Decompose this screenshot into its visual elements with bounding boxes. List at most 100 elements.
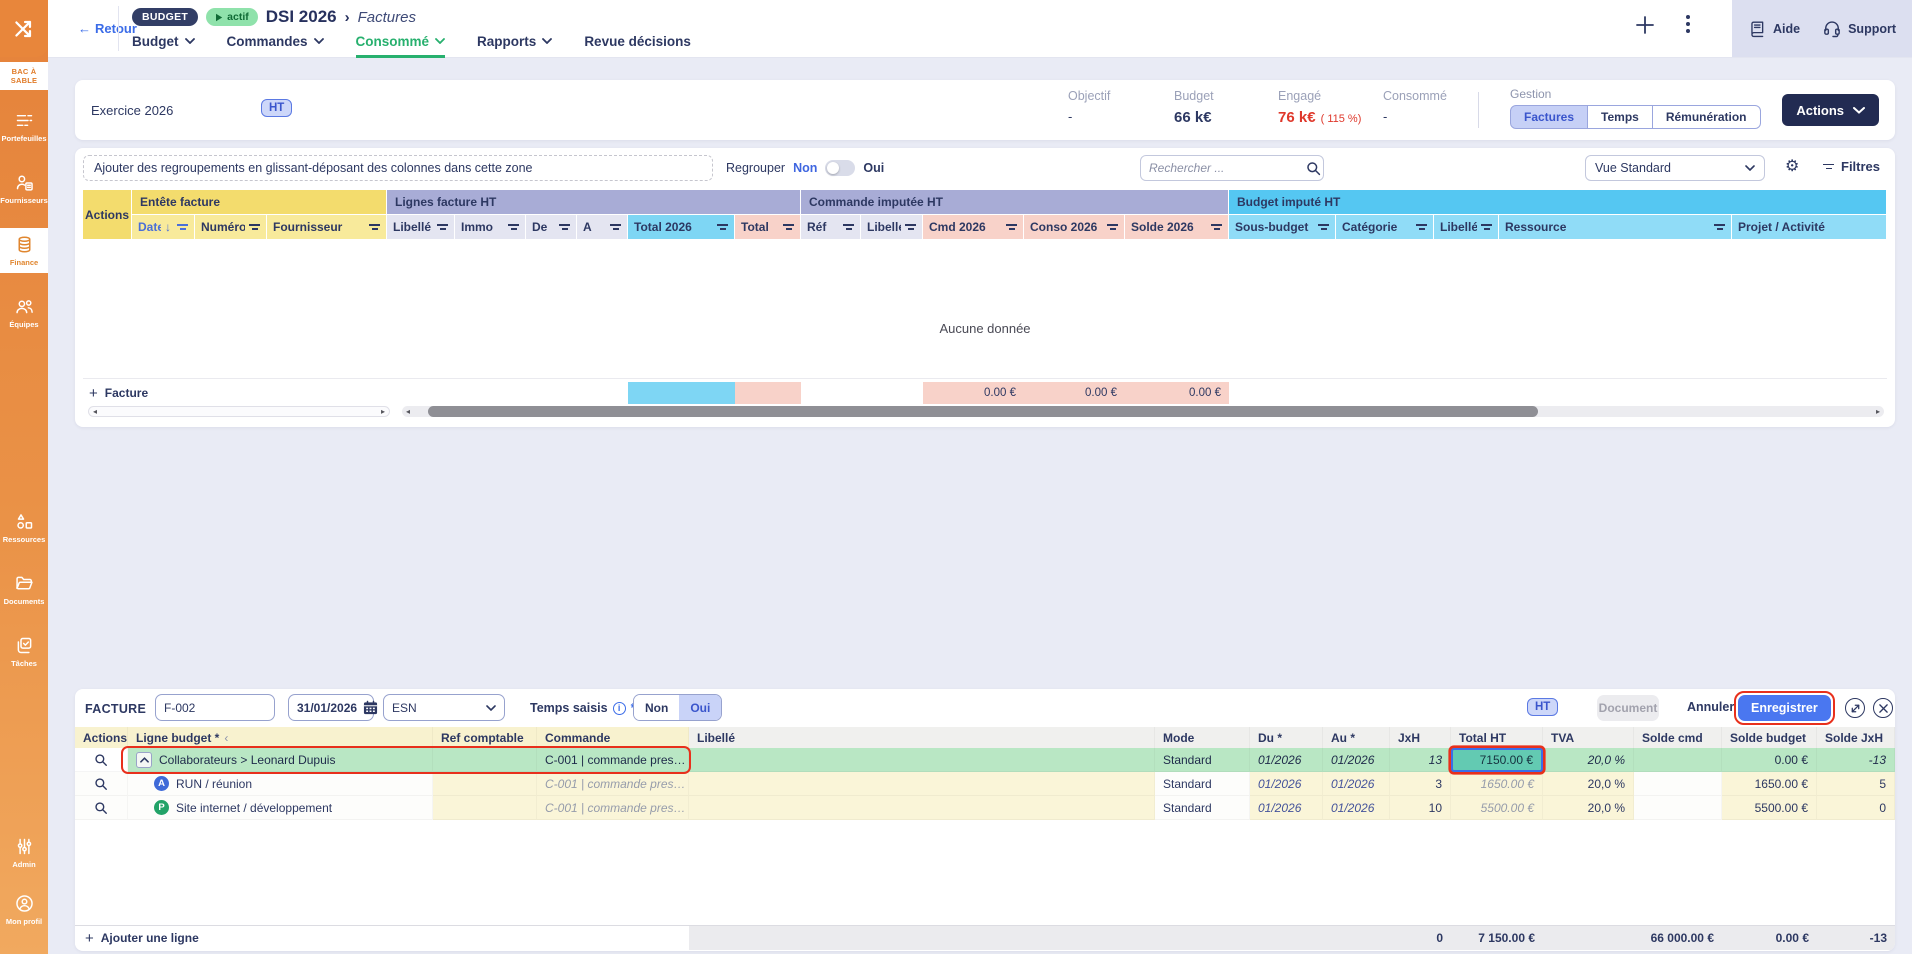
mode-cell[interactable]: Standard xyxy=(1155,796,1250,820)
collapse-column-icon[interactable]: ‹ xyxy=(224,730,229,745)
lines-column-header-mode[interactable]: Mode xyxy=(1155,727,1250,748)
invoice-date-field[interactable]: 31/01/2026 xyxy=(288,694,378,721)
search-input[interactable] xyxy=(1149,161,1306,175)
column-header-projet-activite[interactable]: Projet / Activité xyxy=(1732,215,1887,239)
lines-column-header-ref-comptable[interactable]: Ref comptable xyxy=(433,727,537,748)
supplier-select[interactable]: ESN xyxy=(383,694,505,721)
libelle-cell[interactable] xyxy=(689,796,1155,820)
horizontal-scrollbar[interactable]: ◂ ▸ xyxy=(402,406,1884,417)
filter-icon[interactable] xyxy=(905,223,916,231)
tax-badge[interactable]: HT xyxy=(1527,698,1559,716)
column-header-libelle[interactable]: Libellé xyxy=(1434,215,1499,239)
ligne-budget-cell[interactable]: Collaborateurs > Leonard Dupuis xyxy=(128,748,433,772)
au-cell[interactable]: 01/2026 xyxy=(1323,772,1390,796)
column-header-a[interactable]: A xyxy=(577,215,628,239)
filters-button[interactable]: Filtres xyxy=(1823,159,1880,174)
column-header-ref[interactable]: Réf xyxy=(801,215,861,239)
close-button[interactable] xyxy=(1873,698,1893,718)
scroll-right-icon[interactable]: ▸ xyxy=(380,407,385,416)
total-ht-cell-annotated[interactable]: 7150.00 € xyxy=(1451,748,1543,772)
app-logo[interactable] xyxy=(0,0,48,57)
tva-cell[interactable]: 20,0 % xyxy=(1543,772,1634,796)
save-button[interactable]: Enregistrer xyxy=(1738,695,1831,721)
column-header-libelle[interactable]: Libellé xyxy=(387,215,455,239)
filter-icon[interactable] xyxy=(843,223,854,231)
libelle-cell[interactable] xyxy=(689,772,1155,796)
au-cell[interactable]: 01/2026 xyxy=(1323,748,1390,772)
frozen-columns-scrollbar[interactable]: ◂ ▸ xyxy=(88,406,390,417)
column-header-numero[interactable]: Numéro xyxy=(195,215,267,239)
lines-column-header-libelle[interactable]: Libellé xyxy=(689,727,1155,748)
column-header-libelle[interactable]: Libellé xyxy=(861,215,923,239)
sidebar-item-portefeuilles[interactable]: Portefeuilles xyxy=(0,104,48,149)
tax-mode-badge[interactable]: HT xyxy=(261,99,293,117)
sidebar-item-ressources[interactable]: Ressources xyxy=(0,505,48,550)
lines-column-header-solde-cmd[interactable]: Solde cmd xyxy=(1634,727,1722,748)
lines-column-header-du[interactable]: Du * xyxy=(1250,727,1323,748)
tva-cell[interactable]: 20,0 % xyxy=(1543,796,1634,820)
ligne-budget-cell[interactable]: P Site internet / développement xyxy=(128,796,433,820)
support-button[interactable]: Support xyxy=(1822,19,1896,39)
back-button[interactable]: ← Retour xyxy=(78,21,137,36)
filter-icon[interactable] xyxy=(369,223,380,231)
column-header-categorie[interactable]: Catégorie xyxy=(1336,215,1434,239)
filter-icon[interactable] xyxy=(559,223,570,231)
filter-icon[interactable] xyxy=(783,223,794,231)
sidebar-item-finance[interactable]: Finance xyxy=(0,228,48,273)
column-header-ressource[interactable]: Ressource xyxy=(1499,215,1732,239)
lines-column-header-actions[interactable]: Actions xyxy=(75,727,128,748)
filter-icon[interactable] xyxy=(1481,223,1492,231)
jxh-cell[interactable]: 3 xyxy=(1390,772,1451,796)
ref-comptable-cell[interactable] xyxy=(433,748,537,772)
jxh-cell[interactable]: 10 xyxy=(1390,796,1451,820)
column-header-total[interactable]: Total xyxy=(735,215,801,239)
nav-tab-rapports[interactable]: Rapports xyxy=(477,32,553,58)
filter-icon[interactable] xyxy=(1318,223,1329,231)
scroll-right-icon[interactable]: ▸ xyxy=(1875,407,1880,416)
column-header-conso-2026[interactable]: Conso 2026 xyxy=(1024,215,1125,239)
add-button[interactable] xyxy=(1634,14,1656,36)
toggle-non-option[interactable]: Non xyxy=(634,695,680,720)
au-cell[interactable]: 01/2026 xyxy=(1323,796,1390,820)
nav-tab-revue-decisions[interactable]: Revue décisions xyxy=(584,32,691,58)
column-header-solde-2026[interactable]: Solde 2026 xyxy=(1125,215,1229,239)
gestion-tab-remuneration[interactable]: Rémunération xyxy=(1651,105,1761,129)
search-row-icon[interactable] xyxy=(94,753,108,767)
sidebar-item-admin[interactable]: Admin xyxy=(0,830,48,875)
filter-icon[interactable] xyxy=(437,223,448,231)
jxh-cell[interactable]: 13 xyxy=(1390,748,1451,772)
filter-icon[interactable] xyxy=(1714,223,1725,231)
toggle-oui-option[interactable]: Oui xyxy=(679,695,722,720)
lines-column-header-commande[interactable]: Commande xyxy=(537,727,689,748)
commande-cell[interactable]: C-001 | commande pres… xyxy=(537,748,689,772)
nav-tab-consomme[interactable]: Consommé xyxy=(355,32,446,58)
regrouper-switch[interactable] xyxy=(825,160,856,176)
sidebar-item-taches[interactable]: Tâches xyxy=(0,629,48,674)
scroll-left-icon[interactable]: ◂ xyxy=(406,407,411,416)
lines-column-header-solde-budget[interactable]: Solde budget xyxy=(1722,727,1817,748)
nav-tab-budget[interactable]: Budget xyxy=(132,32,195,58)
filter-icon[interactable] xyxy=(610,223,621,231)
lines-column-header-tva[interactable]: TVA xyxy=(1543,727,1634,748)
total-ht-cell[interactable]: 1650.00 € xyxy=(1451,772,1543,796)
filter-icon[interactable] xyxy=(1006,223,1017,231)
sidebar-item-documents[interactable]: Documents xyxy=(0,567,48,612)
view-select[interactable]: Vue Standard xyxy=(1585,155,1765,181)
lines-column-header-jxh[interactable]: JxH xyxy=(1390,727,1451,748)
cancel-button[interactable]: Annuler xyxy=(1687,700,1735,714)
column-header-immo[interactable]: Immo xyxy=(455,215,526,239)
total-ht-cell[interactable]: 5500.00 € xyxy=(1451,796,1543,820)
ref-comptable-cell[interactable] xyxy=(433,796,537,820)
lines-column-header-au[interactable]: Au * xyxy=(1323,727,1390,748)
lines-column-header-total-ht[interactable]: Total HT xyxy=(1451,727,1543,748)
du-cell[interactable]: 01/2026 xyxy=(1250,748,1323,772)
regrouper-on-label[interactable]: Oui xyxy=(863,161,885,175)
du-cell[interactable]: 01/2026 xyxy=(1250,796,1323,820)
sidebar-item-fournisseurs[interactable]: Fournisseurs xyxy=(0,166,48,211)
gestion-tab-temps[interactable]: Temps xyxy=(1587,105,1653,129)
libelle-cell[interactable] xyxy=(689,748,1155,772)
column-header-total-2026[interactable]: Total 2026 xyxy=(628,215,735,239)
search-row-icon[interactable] xyxy=(94,801,108,815)
add-invoice-button[interactable]: + Facture xyxy=(83,382,628,404)
commande-cell[interactable]: C-001 | commande pres… xyxy=(537,772,689,796)
